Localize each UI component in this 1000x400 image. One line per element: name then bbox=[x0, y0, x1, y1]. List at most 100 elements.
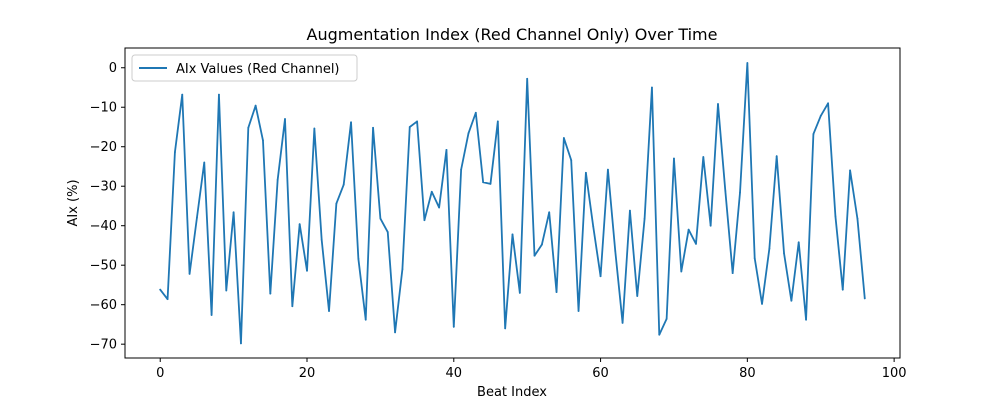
data-point bbox=[577, 310, 580, 312]
data-point bbox=[291, 305, 294, 308]
data-point bbox=[335, 202, 338, 205]
data-point bbox=[584, 171, 587, 174]
data-point bbox=[680, 270, 683, 273]
data-point bbox=[739, 191, 741, 194]
data-point bbox=[496, 120, 499, 123]
y-tick-label: −20 bbox=[90, 140, 117, 155]
data-point bbox=[651, 86, 653, 89]
data-point bbox=[592, 225, 595, 228]
data-point bbox=[797, 241, 800, 244]
data-point bbox=[394, 331, 396, 334]
data-point bbox=[460, 168, 463, 171]
data-point bbox=[834, 215, 837, 218]
y-tick-label: −60 bbox=[90, 298, 117, 313]
series-layer bbox=[159, 62, 866, 345]
data-point bbox=[196, 216, 198, 219]
data-point bbox=[695, 242, 697, 245]
data-point bbox=[540, 243, 543, 246]
data-point bbox=[526, 77, 529, 80]
data-point bbox=[482, 181, 485, 184]
data-point bbox=[687, 228, 690, 231]
data-point bbox=[225, 289, 228, 292]
data-point bbox=[254, 104, 257, 107]
x-axis-label: Beat Index bbox=[477, 385, 547, 400]
data-point bbox=[812, 133, 815, 135]
data-point bbox=[350, 121, 352, 124]
data-point bbox=[761, 303, 763, 305]
data-point bbox=[240, 342, 242, 345]
y-tick-label: −10 bbox=[90, 101, 117, 116]
data-point bbox=[416, 120, 418, 123]
data-point bbox=[357, 257, 360, 260]
data-point bbox=[753, 257, 756, 259]
data-point bbox=[386, 231, 389, 233]
data-point bbox=[467, 132, 470, 135]
data-point bbox=[342, 183, 345, 186]
data-point bbox=[174, 151, 176, 154]
data-point bbox=[313, 127, 316, 130]
legend-box bbox=[131, 54, 358, 82]
data-point bbox=[827, 102, 829, 105]
legend-entry-label: AIx Values (Red Channel) bbox=[176, 62, 340, 77]
data-point bbox=[298, 223, 301, 226]
data-point bbox=[247, 126, 250, 129]
y-tick-label: −70 bbox=[90, 338, 117, 353]
data-point bbox=[320, 239, 323, 241]
data-point bbox=[658, 333, 661, 336]
x-tick-label: 40 bbox=[446, 366, 463, 381]
data-point bbox=[269, 292, 272, 295]
data-point bbox=[562, 137, 565, 139]
data-point bbox=[504, 327, 507, 330]
data-point bbox=[181, 93, 184, 96]
x-tick-label: 80 bbox=[739, 366, 756, 381]
data-point bbox=[643, 217, 646, 220]
data-point bbox=[863, 297, 866, 300]
y-tick-label: −50 bbox=[90, 259, 117, 274]
data-point bbox=[533, 254, 536, 257]
data-point bbox=[746, 62, 749, 64]
data-point bbox=[636, 295, 639, 297]
x-tick-label: 20 bbox=[299, 366, 316, 381]
data-point bbox=[783, 252, 785, 255]
data-point bbox=[614, 250, 617, 252]
data-point bbox=[430, 190, 433, 193]
data-point bbox=[555, 291, 558, 293]
data-point bbox=[379, 217, 382, 220]
data-point bbox=[364, 318, 367, 321]
data-point bbox=[548, 211, 551, 214]
y-axis-label: AIx (%) bbox=[66, 179, 81, 226]
chart-title: Augmentation Index (Red Channel Only) Ov… bbox=[307, 25, 718, 44]
data-point bbox=[849, 169, 851, 172]
data-point bbox=[284, 118, 286, 120]
data-point bbox=[621, 321, 624, 324]
data-point bbox=[805, 318, 807, 321]
legend: AIx Values (Red Channel) bbox=[131, 54, 358, 82]
data-point bbox=[511, 233, 514, 236]
data-point bbox=[570, 159, 573, 162]
data-point bbox=[166, 298, 169, 301]
y-tick-label: −30 bbox=[90, 180, 117, 195]
data-point bbox=[599, 275, 602, 278]
y-tick-label: 0 bbox=[109, 61, 117, 76]
data-point bbox=[218, 93, 220, 96]
data-point bbox=[232, 211, 235, 214]
x-axis-ticks: 0 20 40 60 80 100 bbox=[156, 358, 907, 381]
data-point bbox=[717, 103, 719, 105]
y-axis-ticks: 0 −10 −20 −30 −40 −50 −60 −70 bbox=[90, 61, 125, 353]
data-point bbox=[518, 291, 521, 294]
data-point bbox=[262, 139, 264, 142]
data-point bbox=[673, 157, 675, 160]
data-point bbox=[423, 219, 426, 222]
data-point bbox=[474, 111, 477, 114]
data-point bbox=[790, 299, 793, 302]
data-point bbox=[856, 217, 859, 220]
data-point bbox=[188, 272, 191, 275]
data-point bbox=[841, 288, 844, 291]
x-tick-label: 0 bbox=[156, 366, 164, 381]
x-tick-label: 100 bbox=[882, 366, 907, 381]
data-point bbox=[607, 168, 609, 171]
data-point bbox=[629, 209, 631, 212]
data-point bbox=[709, 224, 712, 227]
data-point bbox=[731, 272, 734, 274]
